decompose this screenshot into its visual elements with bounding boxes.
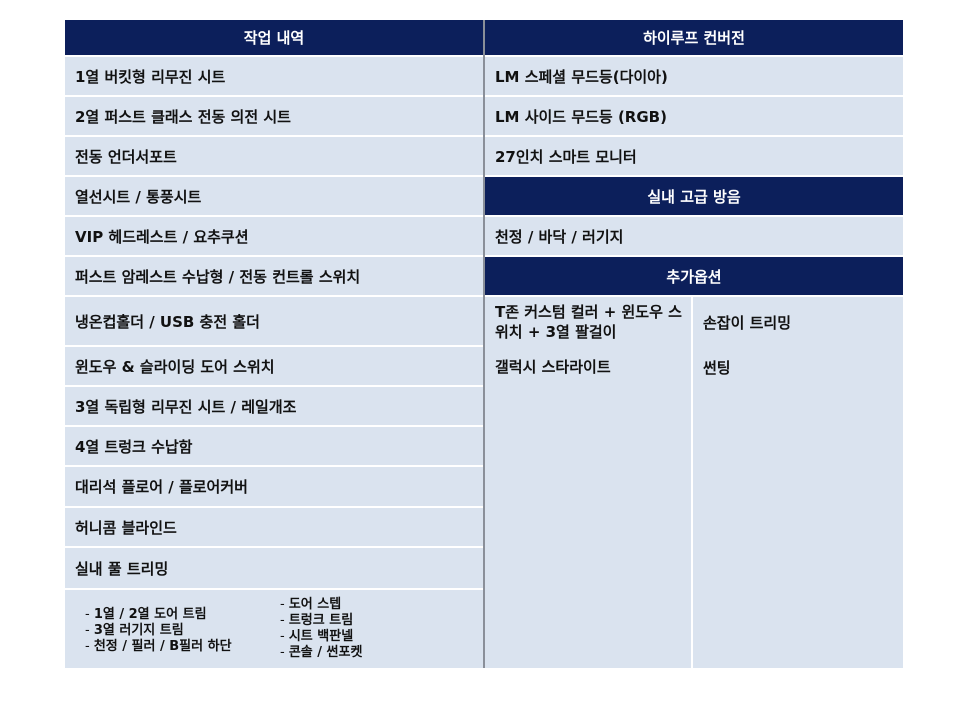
option-cell	[485, 628, 693, 668]
soundproof-item: 천정 / 바닥 / 러기지	[485, 217, 903, 257]
work-item: 퍼스트 암레스트 수납형 / 전동 컨트롤 스위치	[65, 257, 483, 297]
work-item: 4열 트렁크 수납함	[65, 427, 483, 467]
high-roof-item: 27인치 스마트 모니터	[485, 137, 903, 177]
high-roof-header: 하이루프 컨버전	[485, 20, 903, 57]
option-row	[485, 427, 903, 467]
option-cell: 썬팅	[693, 347, 903, 387]
trim-sublist: 1열 / 2열 도어 트림3열 러기지 트림천정 / 필러 / B필러 하단 도…	[65, 590, 483, 668]
option-cell	[485, 590, 693, 628]
work-item: 3열 독립형 리무진 시트 / 레일개조	[65, 387, 483, 427]
option-cell	[693, 467, 903, 508]
option-row	[485, 548, 903, 590]
work-item: 열선시트 / 통풍시트	[65, 177, 483, 217]
trim-subitem: 콘솔 / 썬포켓	[280, 645, 363, 661]
option-row: 갤럭시 스타라이트 썬팅	[485, 347, 903, 387]
option-cell: T존 커스텀 컬러 + 윈도우 스위치 + 3열 팔걸이	[485, 297, 693, 347]
soundproof-header: 실내 고급 방음	[485, 177, 903, 217]
option-cell	[693, 590, 903, 628]
option-cell: 손잡이 트리밍	[693, 297, 903, 347]
work-item: 2열 퍼스트 클래스 전동 의전 시트	[65, 97, 483, 137]
work-item: 실내 풀 트리밍	[65, 548, 483, 590]
work-item: 냉온컵홀더 / USB 충전 홀더	[65, 297, 483, 347]
options-column: 하이루프 컨버전 LM 스페셜 무드등(다이아) LM 사이드 무드등 (RGB)…	[485, 20, 903, 668]
option-cell	[485, 427, 693, 467]
trim-subitem: 트렁크 트림	[280, 613, 362, 629]
option-cell	[693, 387, 903, 427]
trim-subitem: 3열 러기지 트림	[85, 623, 280, 639]
option-cell	[485, 387, 693, 427]
option-cell	[485, 508, 693, 548]
option-cell: 갤럭시 스타라이트	[485, 347, 693, 387]
option-row	[485, 590, 903, 628]
work-item: 허니콤 블라인드	[65, 508, 483, 548]
work-history-header: 작업 내역	[65, 20, 483, 57]
extra-options-header: 추가옵션	[485, 257, 903, 297]
trim-subitem: 천정 / 필러 / B필러 하단	[85, 639, 280, 655]
work-item: 윈도우 & 슬라이딩 도어 스위치	[65, 347, 483, 387]
option-row	[485, 508, 903, 548]
high-roof-item: LM 스페셜 무드등(다이아)	[485, 57, 903, 97]
option-cell	[693, 548, 903, 590]
work-history-column: 작업 내역 1열 버킷형 리무진 시트 2열 퍼스트 클래스 전동 의전 시트 전동…	[65, 20, 483, 668]
option-row	[485, 628, 903, 668]
option-cell	[485, 467, 693, 508]
work-item: 1열 버킷형 리무진 시트	[65, 57, 483, 97]
trim-subitem: 도어 스텝	[280, 597, 362, 613]
work-item: 대리석 플로어 / 플로어커버	[65, 467, 483, 508]
option-row	[485, 467, 903, 508]
option-cell	[693, 508, 903, 548]
trim-subitem: 1열 / 2열 도어 트림	[85, 607, 280, 623]
trim-subitem: 시트 백판넬	[280, 629, 362, 645]
work-item: 전동 언더서포트	[65, 137, 483, 177]
high-roof-item: LM 사이드 무드등 (RGB)	[485, 97, 903, 137]
column-divider	[483, 20, 485, 668]
option-cell	[693, 628, 903, 668]
work-item: VIP 헤드레스트 / 요추쿠션	[65, 217, 483, 257]
option-cell	[693, 427, 903, 467]
option-row	[485, 387, 903, 427]
option-cell	[485, 548, 693, 590]
option-row: T존 커스텀 컬러 + 윈도우 스위치 + 3열 팔걸이 손잡이 트리밍	[485, 297, 903, 347]
